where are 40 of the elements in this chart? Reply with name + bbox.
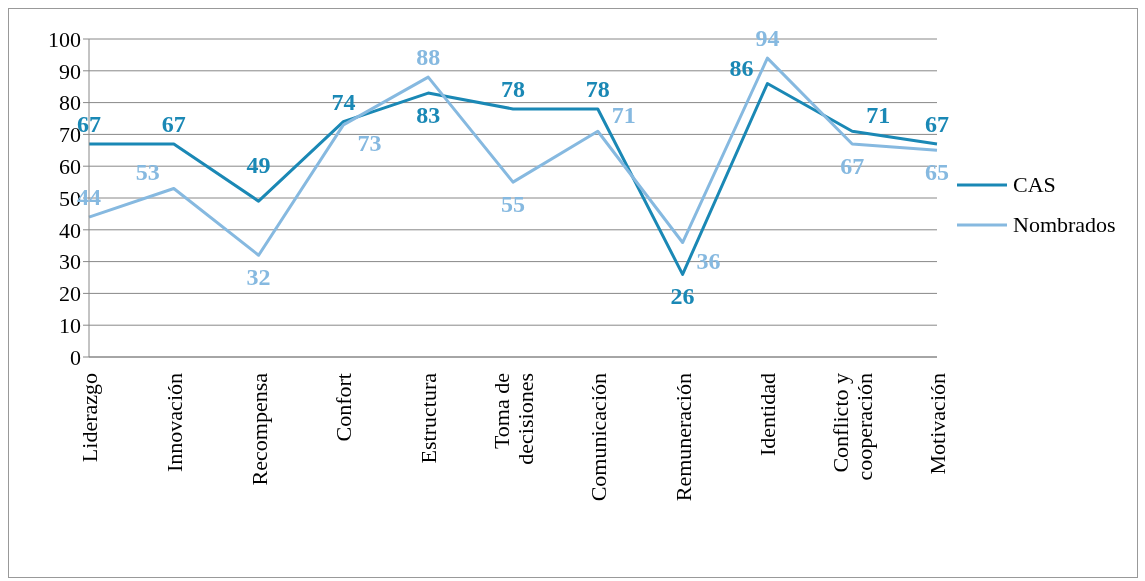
y-tick-label: 100 [48,26,81,52]
y-tick-label: 30 [59,249,81,275]
y-tick-label: 80 [59,90,81,116]
data-label: 94 [755,25,780,52]
y-tick-label: 40 [59,217,81,243]
data-label: 83 [416,102,441,129]
data-label: 49 [246,152,271,179]
x-tick-label: Remuneración [670,373,696,502]
data-label: 53 [135,159,160,186]
data-label: 55 [501,191,525,218]
data-label: 86 [729,54,754,81]
data-label: 74 [331,88,356,115]
y-tick-label: 60 [59,154,81,180]
x-tick-label: Recompensa [246,372,272,486]
x-tick-label: Toma de decisiones [489,373,538,465]
data-label: 67 [925,110,949,137]
data-label: 88 [416,44,441,71]
legend-label: CAS [1013,172,1056,198]
x-tick-label: Estructura [416,372,442,464]
x-tick-label: Comunicación [585,373,611,502]
x-tick-label: Motivación [925,373,950,475]
y-tick-label: 0 [70,344,81,370]
x-tick-label: Conflicto y cooperación [828,373,878,481]
y-tick-label: 90 [59,58,81,84]
data-label: 65 [925,159,949,186]
legend-label: Nombrados [1013,212,1116,238]
data-label: 26 [670,283,695,310]
x-tick-label: Confort [331,373,357,442]
x-tick-label: Identidad [755,373,781,457]
y-tick-label: 20 [59,281,81,307]
y-tick-label: 10 [59,313,81,339]
data-label: 32 [246,264,271,291]
data-label: 78 [585,75,610,102]
data-label: 71 [611,102,636,129]
data-label: 67 [161,110,186,137]
data-label: 73 [357,129,382,156]
data-label: 78 [501,75,525,102]
data-label: 71 [866,102,891,129]
x-tick-label: Innovación [161,373,187,472]
x-tick-label: Liderazgo [77,373,102,463]
